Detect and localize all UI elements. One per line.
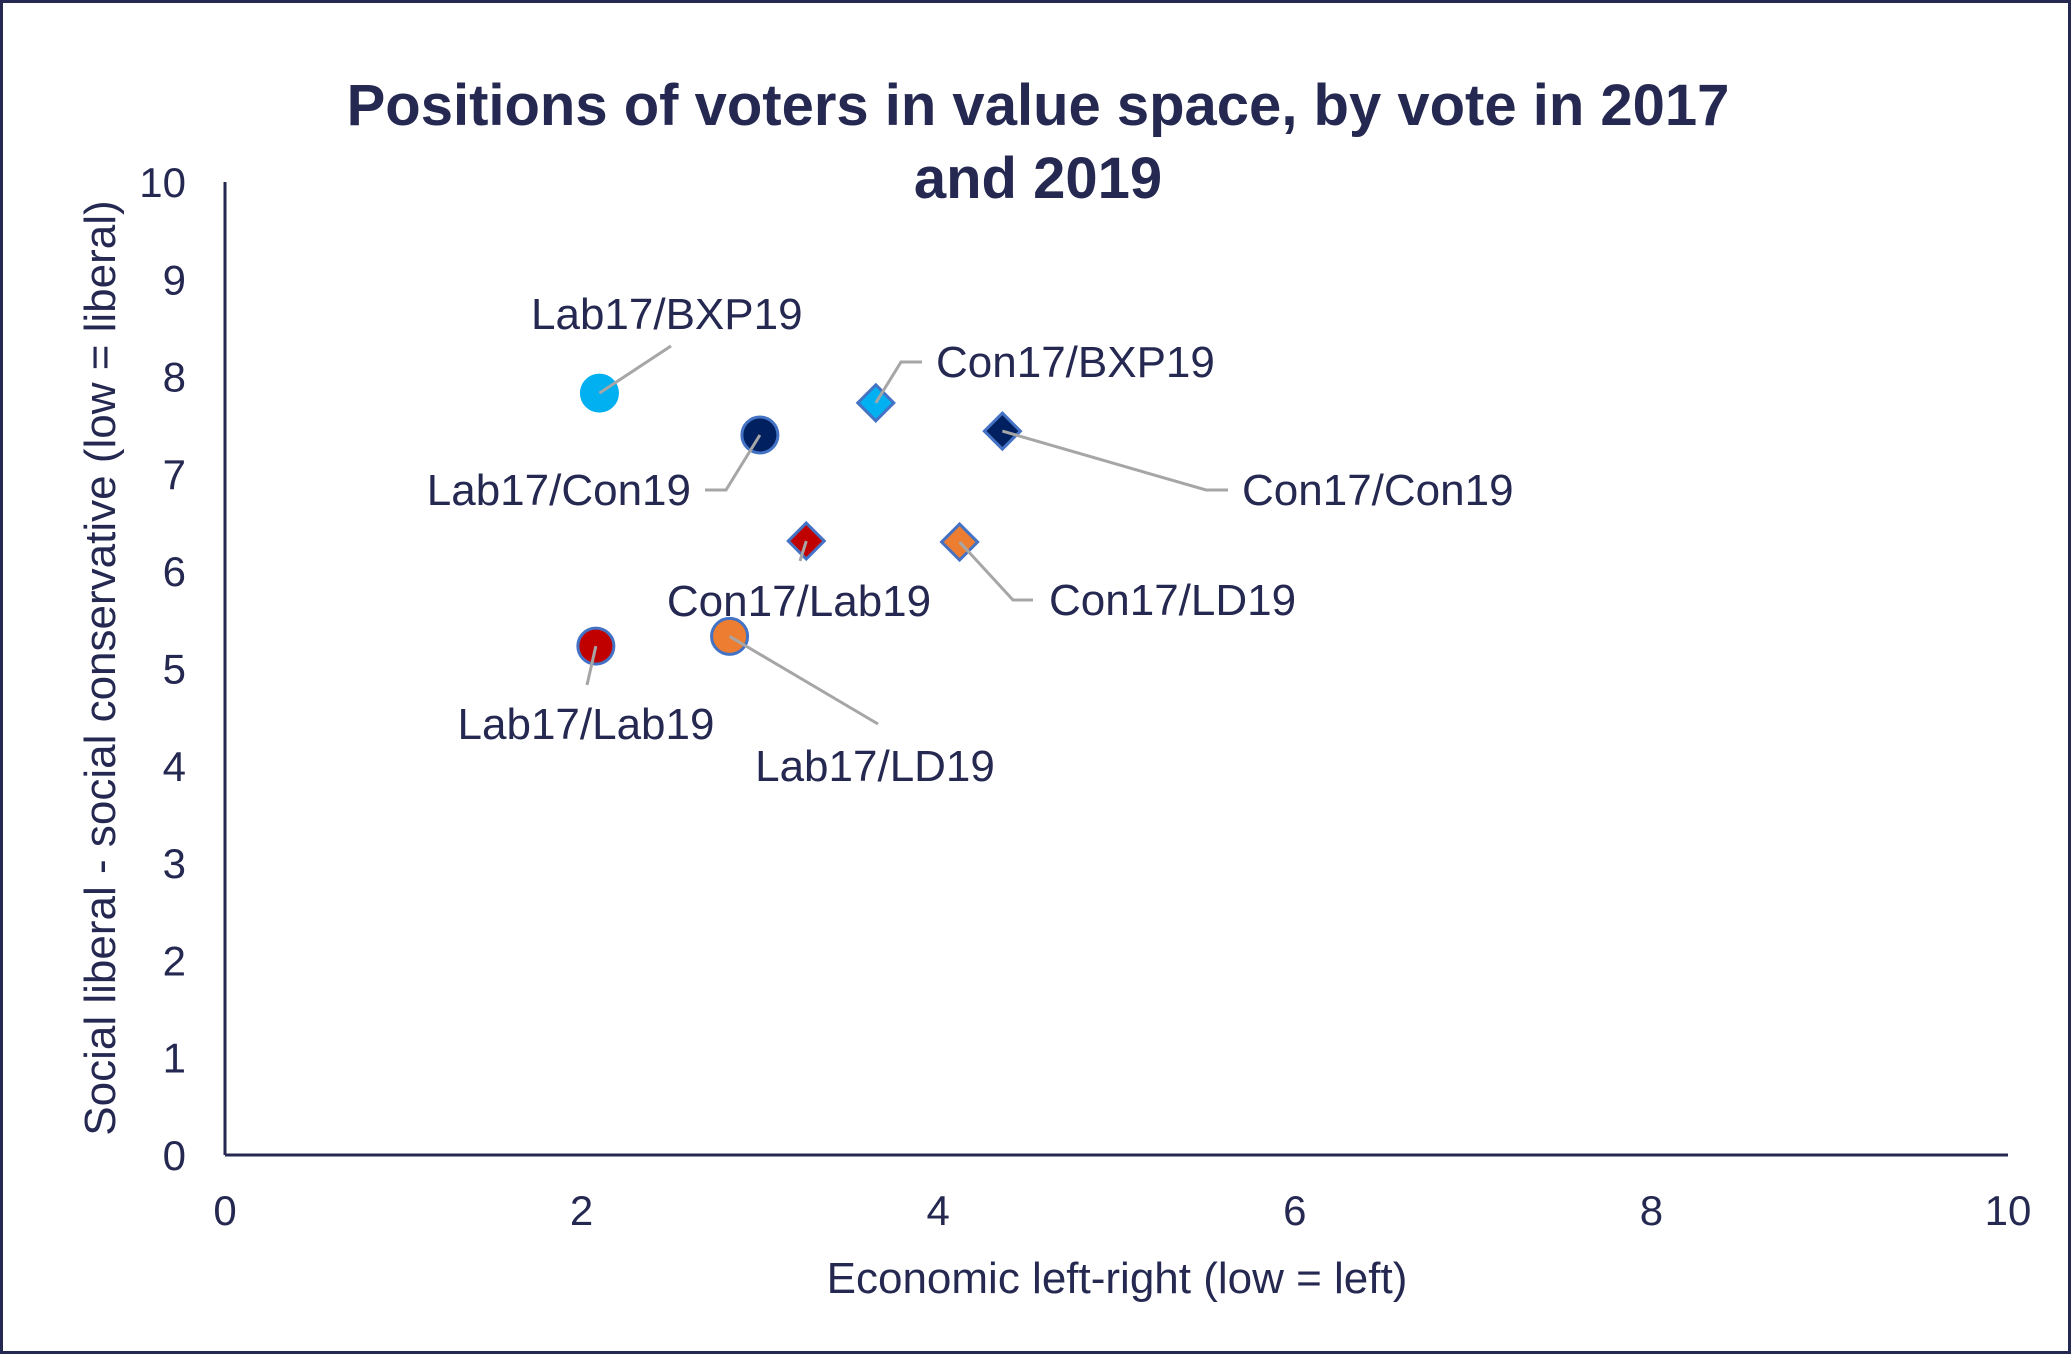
leader-lines [585,344,1228,726]
leader-line-lab17-con19 [705,434,762,492]
data-label-con17-con19: Con17/Con19 [1242,466,1514,515]
x-tick-label: 0 [213,1187,236,1234]
chart-title-line-2: and 2019 [914,146,1162,211]
y-axis-tick-labels: 0 1 2 3 4 5 6 7 8 9 10 [139,159,186,1179]
leader-line-con17-bxp19 [874,360,922,404]
y-tick-label: 10 [139,159,186,206]
leader-line-lab17-lab19 [585,645,598,686]
x-tick-label: 2 [570,1187,593,1234]
x-tick-label: 6 [1283,1187,1306,1234]
data-label-con17-lab19: Con17/Lab19 [667,577,931,626]
y-tick-label: 2 [163,937,186,984]
leader-line-con17-lab19 [798,540,808,562]
data-label-lab17-con19: Lab17/Con19 [427,466,691,515]
scatter-chart: Positions of voters in value space, by v… [76,73,2031,1303]
data-label-con17-ld19: Con17/LD19 [1049,576,1296,625]
data-label-lab17-lab19: Lab17/Lab19 [458,700,715,749]
x-tick-label: 8 [1640,1187,1663,1234]
x-tick-label: 4 [927,1187,950,1234]
data-label-lab17-bxp19: Lab17/BXP19 [531,290,803,339]
data-label-lab17-ld19: Lab17/LD19 [755,742,995,791]
y-tick-label: 0 [163,1132,186,1179]
y-axis-title: Social liberal - social conservative (lo… [76,200,125,1135]
data-labels: Lab17/BXP19 Lab17/Con19 Con17/BXP19 Con17/C… [427,290,1514,791]
y-tick-label: 7 [163,451,186,498]
y-tick-label: 1 [163,1035,186,1082]
y-tick-label: 4 [163,743,186,790]
leader-line-lab17-ld19 [728,635,879,726]
y-tick-label: 3 [163,840,186,887]
x-axis-title: Economic left-right (low = left) [827,1254,1408,1303]
chart-title-line-1: Positions of voters in value space, by v… [347,73,1730,138]
x-tick-label: 10 [1985,1187,2032,1234]
x-axis-tick-labels: 0 2 4 6 8 10 [213,1187,2031,1234]
leader-line-lab17-bxp19 [598,344,672,395]
y-tick-label: 5 [163,646,186,693]
y-tick-label: 9 [163,256,186,303]
y-tick-label: 6 [163,548,186,595]
data-label-con17-bxp19: Con17/BXP19 [936,338,1215,387]
y-tick-label: 8 [163,354,186,401]
leader-line-con17-ld19 [958,540,1033,602]
leader-line-con17-con19 [1001,429,1228,492]
